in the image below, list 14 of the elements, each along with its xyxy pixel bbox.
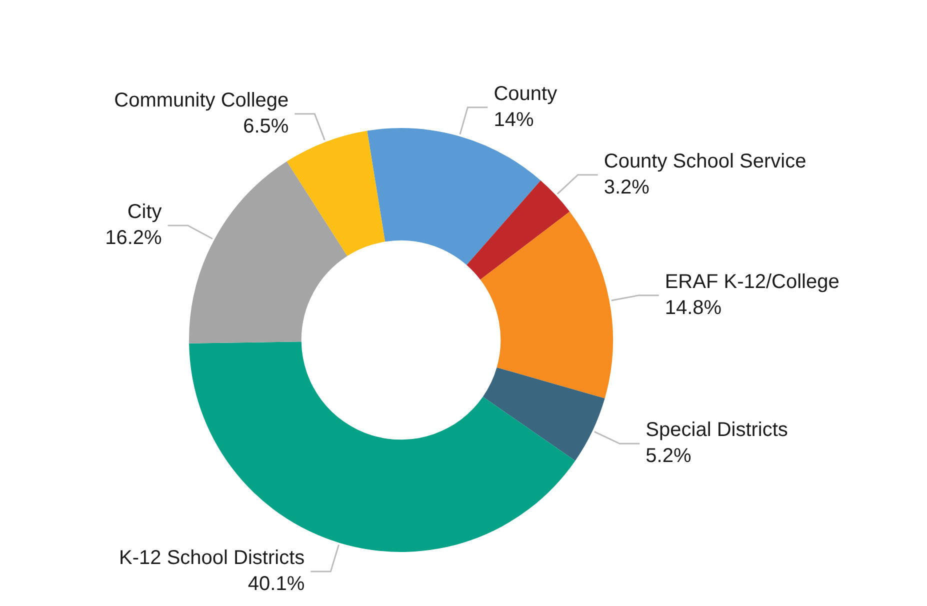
slice-label: Special Districts	[646, 419, 788, 442]
data-label: 6.5%	[243, 115, 289, 138]
data-label: 3.2%	[604, 176, 650, 198]
slice-label: County School Service	[604, 150, 806, 172]
data-label: 40.1%	[248, 573, 305, 596]
data-label: 14%	[494, 108, 534, 131]
slice-label: ERAF K-12/College	[664, 270, 840, 293]
slice-label: County	[494, 82, 558, 105]
slice-label: Community College	[114, 89, 289, 112]
data-label: 14.8%	[664, 296, 722, 319]
slice-label: City	[127, 201, 162, 224]
slice-label: K-12 School Districts	[119, 547, 305, 570]
data-label: 16.2%	[105, 227, 162, 250]
data-label: 5.2%	[646, 445, 692, 468]
